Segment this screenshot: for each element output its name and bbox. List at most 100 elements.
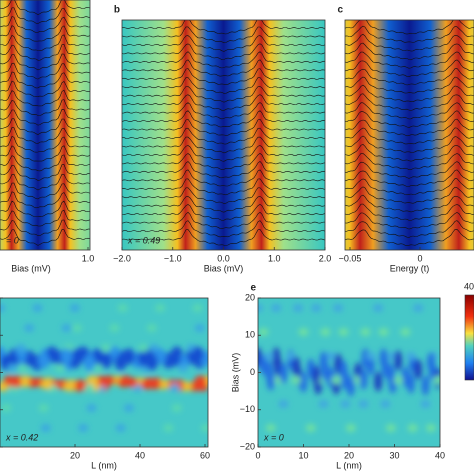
blob xyxy=(148,344,159,352)
blob xyxy=(407,424,418,432)
spectrum-trace xyxy=(0,118,90,135)
blob xyxy=(272,347,281,368)
spectrum-trace xyxy=(345,212,474,230)
spectrum-trace xyxy=(122,169,325,187)
spectrum-trace xyxy=(0,229,90,246)
blob xyxy=(86,404,97,412)
blob xyxy=(38,404,49,412)
spectrum-trace xyxy=(345,127,474,145)
plot-area xyxy=(0,0,90,250)
blob xyxy=(71,381,84,392)
blob xyxy=(305,424,316,432)
spectrum-trace xyxy=(0,127,90,144)
blob xyxy=(365,352,376,360)
blob xyxy=(339,360,348,381)
blob xyxy=(194,375,207,386)
blob xyxy=(433,376,440,384)
spectrum-trace xyxy=(122,68,325,86)
spectrum-trace xyxy=(122,229,325,246)
spectrum-trace xyxy=(345,153,474,170)
x-tick-label: −0.05 xyxy=(339,253,362,263)
spectrum-trace xyxy=(345,84,474,102)
spectrum-trace xyxy=(0,25,90,42)
blob xyxy=(386,364,395,385)
blob xyxy=(1,404,12,412)
blob xyxy=(292,356,301,377)
plot-frame xyxy=(344,19,474,251)
x-tick-label: −1.0 xyxy=(164,253,182,263)
blob xyxy=(86,375,99,386)
blob xyxy=(319,351,328,372)
blob xyxy=(264,361,273,382)
blob xyxy=(258,328,269,336)
blob xyxy=(325,352,336,360)
blob xyxy=(137,350,150,367)
spectrum-trace xyxy=(345,178,474,196)
blob xyxy=(15,344,26,352)
spectrum-trace xyxy=(345,169,474,187)
annotation: x = 0 xyxy=(263,432,284,442)
x-tick-label: −2.0 xyxy=(113,253,131,263)
spectrum-trace xyxy=(122,20,325,35)
blob xyxy=(71,324,82,332)
spectrum-trace xyxy=(122,211,325,230)
panels xyxy=(0,0,474,447)
x-tick-label: 20 xyxy=(70,450,80,460)
map-bg xyxy=(258,298,440,447)
blob xyxy=(148,379,161,390)
y-tick-label: −20 xyxy=(240,441,255,451)
spectrum-trace xyxy=(0,16,90,33)
blob xyxy=(192,304,203,312)
spectrum-trace xyxy=(0,182,90,200)
blob xyxy=(178,364,189,372)
blob xyxy=(180,381,193,392)
blob xyxy=(359,369,368,390)
blob xyxy=(155,304,166,312)
spectrum-trace xyxy=(0,154,90,172)
blob xyxy=(333,304,344,312)
blob xyxy=(285,352,296,360)
annotation: x = 0.49 xyxy=(127,235,160,245)
spectrum-trace xyxy=(122,51,325,69)
blob xyxy=(380,400,391,408)
plot-area xyxy=(122,20,325,250)
blob xyxy=(400,328,411,336)
spectrum-trace xyxy=(0,71,90,89)
spectrum-trace xyxy=(0,62,90,80)
blob xyxy=(168,350,181,367)
blob xyxy=(425,424,436,432)
blob xyxy=(103,375,116,386)
spectrum-trace xyxy=(122,145,325,162)
blob xyxy=(69,304,80,312)
colorbar-tick-label: 40 xyxy=(464,281,474,291)
panel-label: e xyxy=(250,283,256,294)
spectrum-trace xyxy=(345,186,474,204)
x-tick-label: 20 xyxy=(344,450,354,460)
blob xyxy=(101,344,112,352)
spectrum-trace xyxy=(0,80,90,98)
spectrum-trace xyxy=(122,187,325,204)
blob xyxy=(413,304,424,312)
blob xyxy=(40,424,51,432)
blob xyxy=(109,324,120,332)
spectrum-trace xyxy=(122,127,325,145)
blob xyxy=(17,364,28,372)
spectrum-trace xyxy=(345,93,474,111)
spectrum-trace xyxy=(0,145,90,162)
spectrum-trace xyxy=(345,203,474,221)
plot-area xyxy=(345,20,474,250)
y-tick-label: −10 xyxy=(240,404,255,414)
spectrum-trace xyxy=(0,191,90,209)
blob xyxy=(374,371,383,392)
blob xyxy=(61,324,72,332)
panel-label: c xyxy=(337,5,343,16)
y-tick-label: 0 xyxy=(250,367,255,377)
spectrum-trace xyxy=(345,68,474,86)
blob xyxy=(94,375,107,386)
blobs xyxy=(258,304,440,432)
blob xyxy=(393,376,404,384)
blob xyxy=(258,304,263,312)
x-tick-label: 40 xyxy=(135,450,145,460)
spectrum-trace xyxy=(345,25,474,43)
blob xyxy=(32,304,43,312)
